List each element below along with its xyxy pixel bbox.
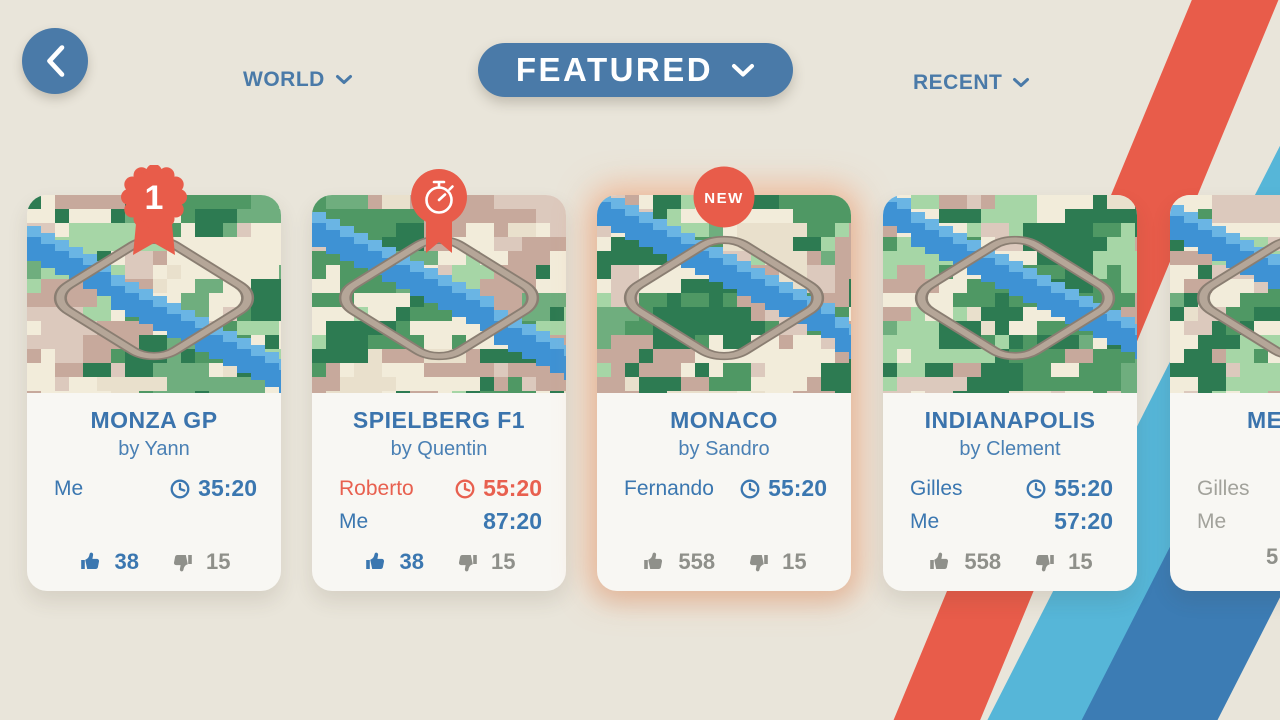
likes-row: 558 15: [883, 549, 1137, 575]
track-map-thumbnail: [1170, 195, 1280, 393]
track-map-thumbnail: [883, 195, 1137, 393]
lap-time: 57:20: [1054, 508, 1113, 534]
leaderboard: Gilles 55:20 Me 57:20: [910, 472, 1113, 538]
thumb-down-icon: [1031, 549, 1057, 575]
tab-recent-label: RECENT: [913, 71, 1003, 94]
player-name: Me: [910, 509, 940, 533]
clock-icon: [739, 478, 761, 500]
player-name: Gilles: [1197, 476, 1250, 500]
dislike-count: 15: [206, 549, 231, 574]
new-badge: NEW: [692, 165, 756, 229]
lap-time: 35:20: [169, 475, 257, 502]
track-author: by Yann: [118, 438, 190, 460]
track-title: SPIELBERG F1: [352, 407, 526, 433]
likes-row: 558 15: [597, 549, 851, 575]
like-button[interactable]: 38: [78, 549, 139, 575]
clock-icon: [454, 478, 476, 500]
thumb-up-icon: [78, 549, 104, 575]
player-name: Gilles: [910, 476, 963, 500]
track-author: by Sandro: [678, 438, 770, 460]
tab-featured-label: FEATURED: [515, 51, 714, 88]
like-button[interactable]: 38: [363, 549, 424, 575]
leaderboard-row: Me: [1197, 505, 1280, 538]
likes-row: 38 15: [27, 549, 281, 575]
clock-icon: [1025, 478, 1047, 500]
leaderboard: Me 35:20: [54, 472, 257, 505]
stopwatch-ribbon-icon: [396, 165, 482, 261]
svg-text:NEW: NEW: [704, 190, 744, 207]
thumb-down-icon: [169, 549, 195, 575]
track-author: by Quentin: [390, 438, 488, 460]
track-title: INDIANAPOLIS: [924, 407, 1096, 433]
like-count: 5: [1266, 544, 1279, 569]
lap-time: 55:20: [739, 475, 827, 502]
back-button[interactable]: [22, 28, 88, 94]
leaderboard: Roberto 55:20 Me 87:20: [339, 472, 542, 538]
tab-recent[interactable]: RECENT: [913, 71, 1030, 95]
player-name: Fernando: [624, 476, 714, 500]
leaderboard-row: Roberto 55:20: [339, 472, 542, 505]
leaderboard-row: Me 57:20: [910, 505, 1113, 538]
tab-featured[interactable]: FEATURED: [478, 43, 793, 97]
player-name: Me: [54, 476, 84, 500]
tab-world[interactable]: WORLD: [243, 68, 353, 92]
leaderboard-row: Me 35:20: [54, 472, 257, 505]
like-button[interactable]: 558: [927, 549, 1001, 575]
thumb-up-icon: [363, 549, 389, 575]
likes-row: 38 15: [312, 549, 566, 575]
lap-time: 87:20: [483, 508, 542, 534]
like-count: 558: [964, 549, 1002, 574]
rank-1-rosette-ribbon-icon: 1: [111, 165, 197, 265]
like-count: 38: [399, 549, 424, 574]
player-name: Me: [339, 509, 369, 533]
dislike-count: 15: [491, 549, 516, 574]
track-card[interactable]: ME Gilles Me 5: [1170, 195, 1280, 591]
player-name: Me: [1197, 509, 1227, 533]
leaderboard-row: Gilles: [1197, 472, 1280, 505]
thumb-down-icon: [454, 549, 480, 575]
thumb-up-icon: [641, 549, 667, 575]
leaderboard-row: Me 87:20: [339, 505, 542, 538]
dislike-button[interactable]: 15: [169, 549, 230, 575]
tab-world-label: WORLD: [243, 68, 325, 91]
lap-time: 55:20: [1025, 475, 1113, 502]
track-title: MONACO: [670, 407, 778, 433]
thumb-up-icon: [927, 549, 953, 575]
dislike-button[interactable]: 15: [454, 549, 515, 575]
track-author: by Clement: [959, 438, 1061, 460]
like-button[interactable]: 558: [641, 549, 715, 575]
track-map-thumbnail: [27, 195, 281, 393]
thumb-down-icon: [745, 549, 771, 575]
track-map-thumbnail: [312, 195, 566, 393]
leaderboard: Fernando 55:20: [624, 472, 827, 505]
dislike-button[interactable]: 15: [745, 549, 807, 575]
chevron-down-icon: [731, 63, 755, 78]
svg-text:1: 1: [145, 179, 164, 217]
track-card[interactable]: 1 MONZA GP by Yann Me 35:20 38 15: [27, 165, 281, 591]
leaderboard: Gilles Me: [1197, 472, 1280, 538]
chevron-down-icon: [1012, 77, 1030, 89]
track-card[interactable]: SPIELBERG F1 by Quentin Roberto 55:20 Me…: [312, 169, 566, 591]
chevron-down-icon: [335, 74, 353, 86]
track-card[interactable]: INDIANAPOLIS by Clement Gilles 55:20 Me …: [883, 195, 1137, 591]
like-count: 38: [114, 549, 139, 574]
card-badge: NEW: [692, 165, 756, 229]
track-title: MONZA GP: [90, 407, 218, 433]
track-title: ME: [1247, 407, 1280, 433]
card-badge: [396, 165, 482, 261]
dislike-count: 15: [1068, 549, 1093, 574]
player-name: Roberto: [339, 476, 414, 500]
track-card[interactable]: NEW MONACO by Sandro Fernando 55:20 558 …: [597, 166, 851, 591]
dislike-button[interactable]: 15: [1031, 549, 1093, 575]
leaderboard-row: Gilles 55:20: [910, 472, 1113, 505]
card-badge: 1: [111, 165, 197, 265]
chevron-left-icon: [43, 43, 67, 79]
clock-icon: [169, 478, 191, 500]
like-count: 558: [678, 549, 716, 574]
dislike-count: 15: [782, 549, 807, 574]
leaderboard-row: Fernando 55:20: [624, 472, 827, 505]
lap-time: 55:20: [454, 475, 542, 502]
